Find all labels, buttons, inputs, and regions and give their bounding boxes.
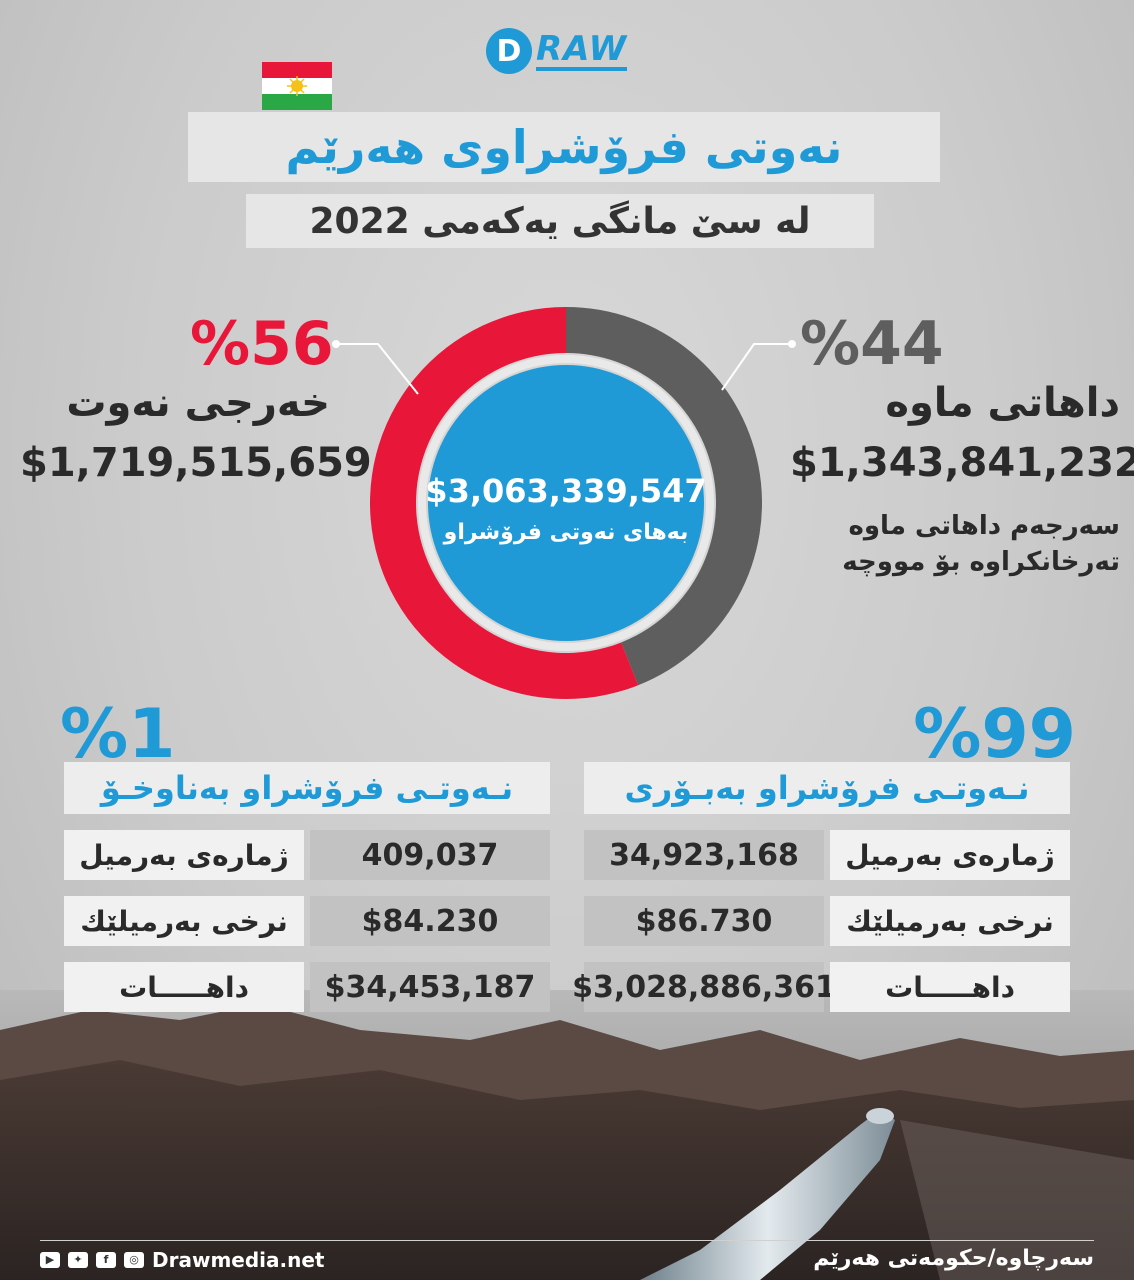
title-box: نەوتی فرۆشراوی هەرێم: [188, 112, 940, 182]
slice-percent-remaining: %44: [800, 309, 944, 379]
source-credit: سەرچاوە/حکومەتی هەرێم: [813, 1246, 1094, 1271]
kurdistan-flag-icon: [262, 62, 332, 110]
leader-line-left: [336, 343, 419, 395]
slice-remaining: [566, 307, 762, 686]
donut-chart: [370, 307, 762, 699]
pipeline-sales-section: نـەوتـی فرۆشراو بەبـۆری 34,923,168 ژمارە…: [572, 762, 1070, 1012]
pipeline-row-label: نرخی بەرمیلێك: [830, 896, 1070, 946]
pipeline-landscape-image: [0, 990, 1134, 1280]
footer-divider: [40, 1240, 1094, 1241]
donut-center-circle: [428, 365, 704, 641]
leader-line-right: [721, 343, 792, 391]
pipeline-row-label: داهـــــات: [830, 962, 1070, 1012]
slice-amount-expense: $1,719,515,659: [20, 440, 372, 486]
slice-percent-expense: %56: [190, 309, 334, 379]
pipeline-row-label: ژمارەی بەرمیل: [830, 830, 1070, 880]
pipeline-sales-title: نـەوتـی فرۆشراو بەبـۆری: [584, 762, 1070, 814]
pipeline-percent: %99: [913, 695, 1076, 774]
website-link[interactable]: Drawmedia.net: [152, 1248, 325, 1272]
logo-mark: D: [486, 28, 532, 74]
footer-social: ▶ ✦ f ◎ Drawmedia.net: [40, 1248, 324, 1272]
local-row-label: ژمارەی بەرمیل: [64, 830, 304, 880]
slice-expense: [370, 307, 639, 699]
local-row-value: 409,037: [310, 830, 550, 880]
page-title: نەوتی فرۆشراوی هەرێم: [285, 120, 843, 174]
remaining-note: سەرجەم داهاتی ماوە تەرخانکراوە بۆ مووچە: [770, 508, 1120, 580]
slice-amount-remaining: $1,343,841,232: [790, 440, 1134, 486]
slice-label-expense: خەرجی نەوت: [66, 380, 330, 426]
pipeline-row-value: $86.730: [584, 896, 824, 946]
local-row-value: $84.230: [310, 896, 550, 946]
donut-inner-ring: [418, 355, 714, 651]
logo-text: RAW: [536, 29, 628, 71]
local-row-value: $34,453,187: [310, 962, 550, 1012]
local-sales-title: نـەوتـی فرۆشراو بەناوخـۆ: [64, 762, 550, 814]
local-sales-section: نـەوتـی فرۆشراو بەناوخـۆ ژمارەی بەرمیل 4…: [64, 762, 550, 1012]
note-line-1: سەرجەم داهاتی ماوە: [848, 511, 1120, 541]
leader-lines: [332, 340, 796, 395]
pipeline-row-value: 34,923,168: [584, 830, 824, 880]
center-label: بەهای نەوتی فرۆشراو: [443, 520, 689, 545]
twitter-icon[interactable]: ✦: [68, 1252, 88, 1268]
instagram-icon[interactable]: ◎: [124, 1252, 144, 1268]
pipeline-row-value: $3,028,886,361: [572, 962, 836, 1012]
youtube-icon[interactable]: ▶: [40, 1252, 60, 1268]
draw-logo: D RAW: [486, 26, 628, 76]
local-row-label: نرخی بەرمیلێك: [64, 896, 304, 946]
center-value: $3,063,339,547: [425, 472, 707, 510]
local-percent: %1: [60, 695, 176, 774]
subtitle-box: لە سێ مانگی یەکەمی 2022: [246, 194, 874, 248]
note-line-2: تەرخانکراوە بۆ مووچە: [842, 547, 1120, 577]
slice-label-remaining: داهاتی ماوە: [885, 380, 1120, 426]
page-subtitle: لە سێ مانگی یەکەمی 2022: [309, 200, 811, 242]
facebook-icon[interactable]: f: [96, 1252, 116, 1268]
local-row-label: داهـــــات: [64, 962, 304, 1012]
